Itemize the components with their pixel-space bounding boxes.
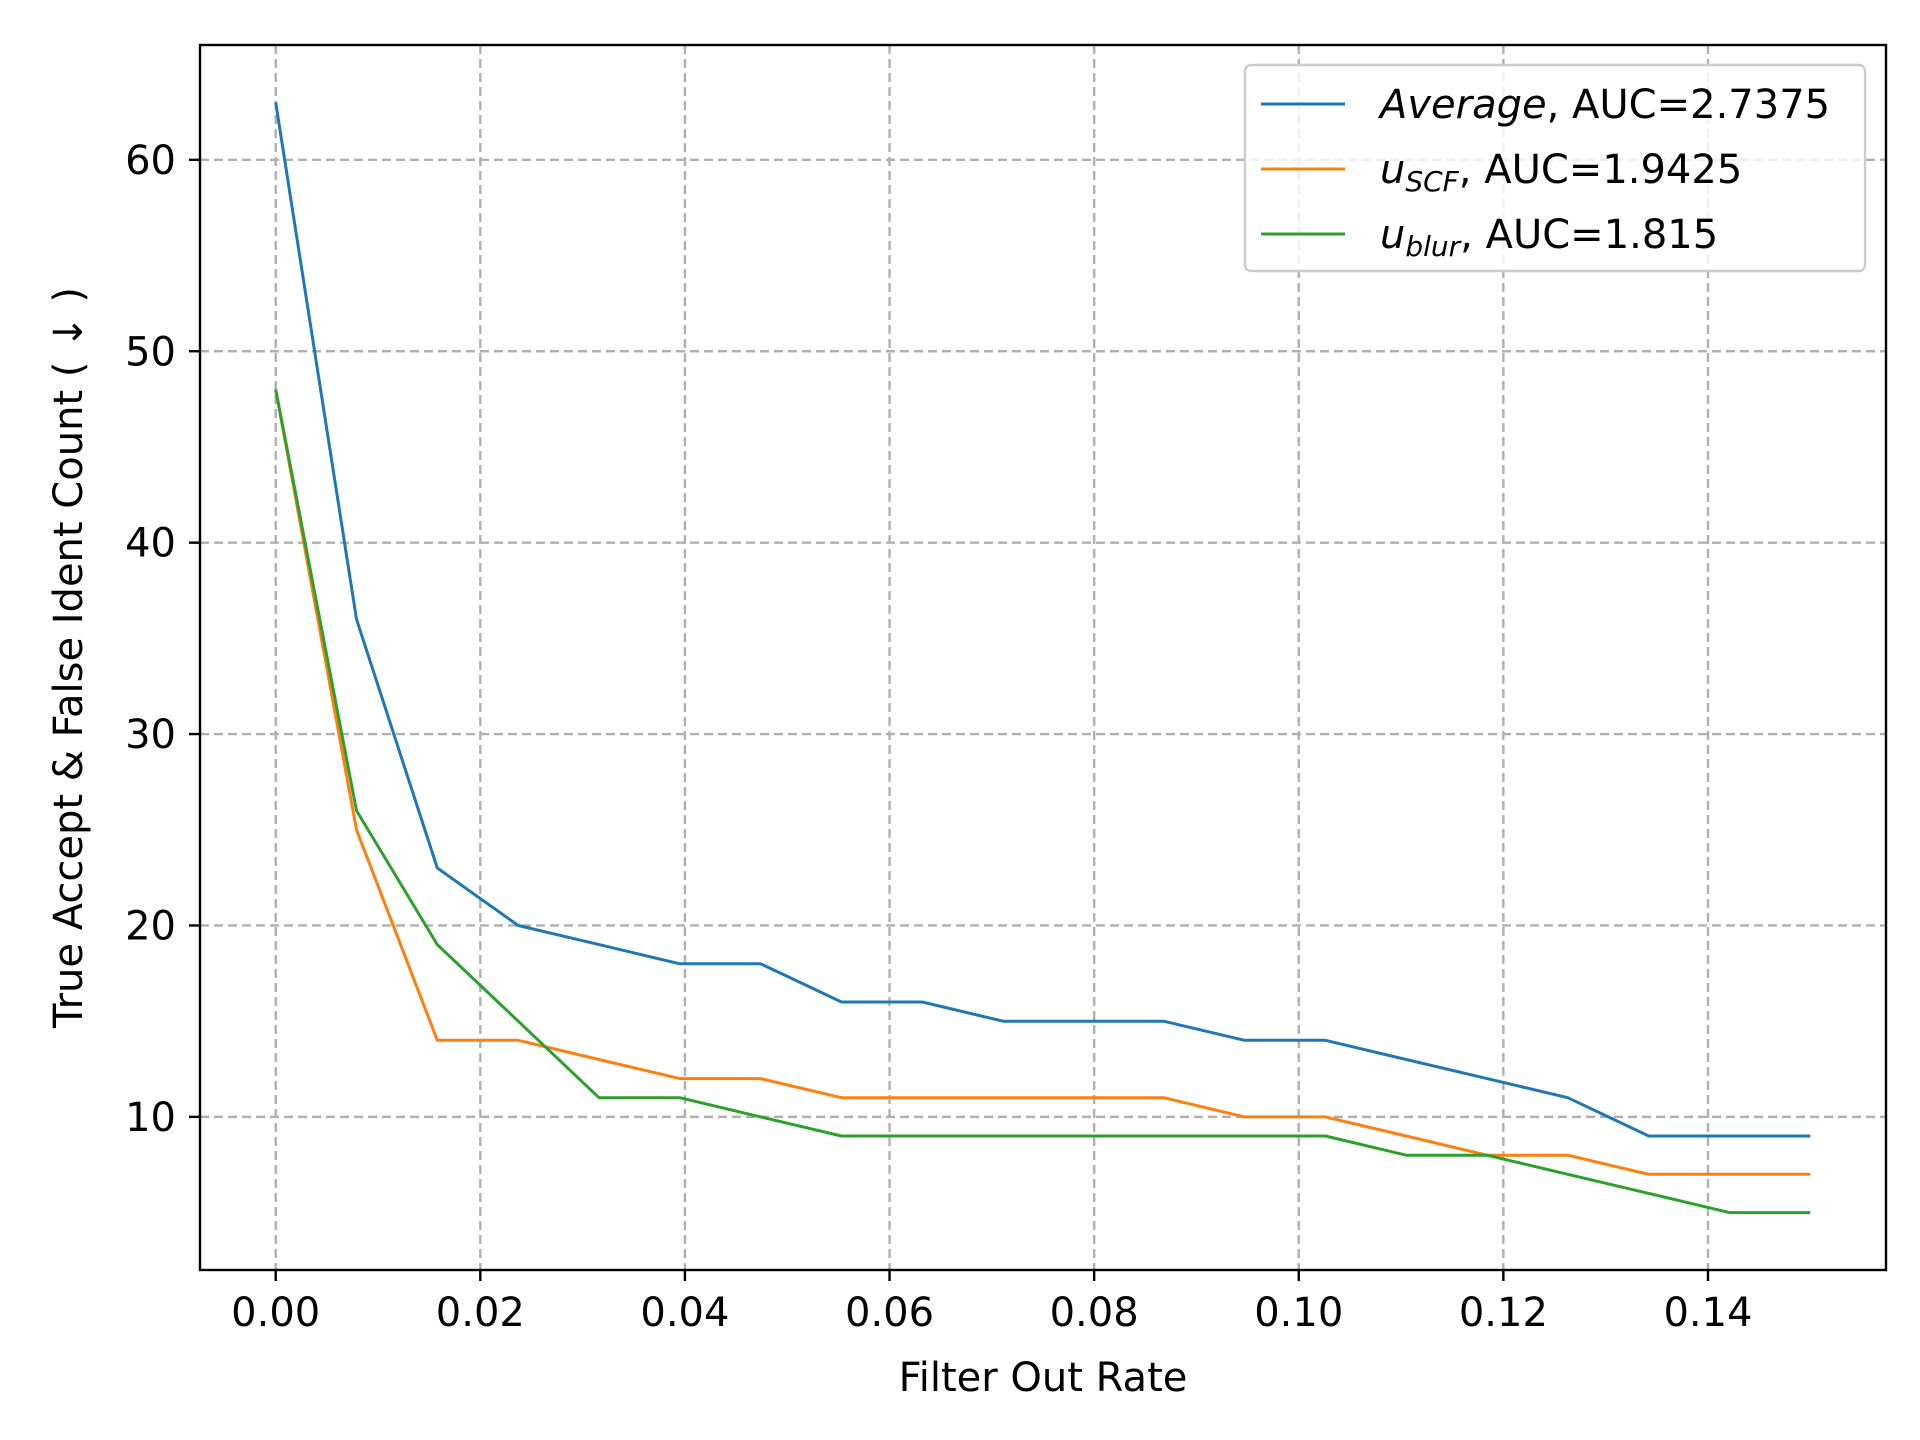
y-axis-label: True Accept & False Ident Count ( ↓ ) xyxy=(46,287,92,1029)
y-tick-label: 40 xyxy=(125,521,176,567)
series-line-3 xyxy=(274,389,1811,1215)
series-line-1 xyxy=(274,102,1811,1138)
legend-box xyxy=(1243,63,1867,273)
x-tick-label: 0.10 xyxy=(1254,1290,1343,1336)
legend-entry-3: ublur, AUC=1.815 xyxy=(1261,212,1718,263)
x-tick-label: 0.04 xyxy=(640,1290,729,1336)
legend-entry-1: Average, AUC=2.7375 xyxy=(1261,82,1830,128)
y-tick-label: 20 xyxy=(125,903,176,949)
x-axis-ticks: 0.00 0.02 0.04 0.06 0.08 0.10 0.12 0.14 xyxy=(231,1270,1753,1336)
legend-entry-2: uSCF, AUC=1.9425 xyxy=(1261,147,1742,198)
legend-label: uSCF, AUC=1.9425 xyxy=(1380,147,1742,198)
y-tick-label: 60 xyxy=(125,138,176,184)
y-axis-ticks: 10 20 30 40 50 60 xyxy=(125,138,200,1141)
series-lines xyxy=(274,102,1811,1215)
x-tick-label: 0.14 xyxy=(1663,1290,1752,1336)
y-tick-label: 30 xyxy=(125,712,176,758)
legend-label: Average, AUC=2.7375 xyxy=(1377,82,1830,128)
legend: Average, AUC=2.7375 uSCF, AUC=1.9425 ublur… xyxy=(1243,63,1867,273)
x-tick-label: 0.06 xyxy=(845,1290,934,1336)
x-tick-label: 0.08 xyxy=(1050,1290,1139,1336)
x-tick-label: 0.12 xyxy=(1459,1290,1548,1336)
x-tick-label: 0.00 xyxy=(231,1290,320,1336)
x-tick-label: 0.02 xyxy=(436,1290,525,1336)
y-tick-label: 50 xyxy=(125,329,176,375)
x-axis-label: Filter Out Rate xyxy=(899,1355,1188,1401)
legend-label: ublur, AUC=1.815 xyxy=(1380,212,1718,263)
series-line-2 xyxy=(274,389,1811,1176)
plot-frame xyxy=(198,43,1888,1272)
y-tick-label: 10 xyxy=(125,1095,176,1141)
